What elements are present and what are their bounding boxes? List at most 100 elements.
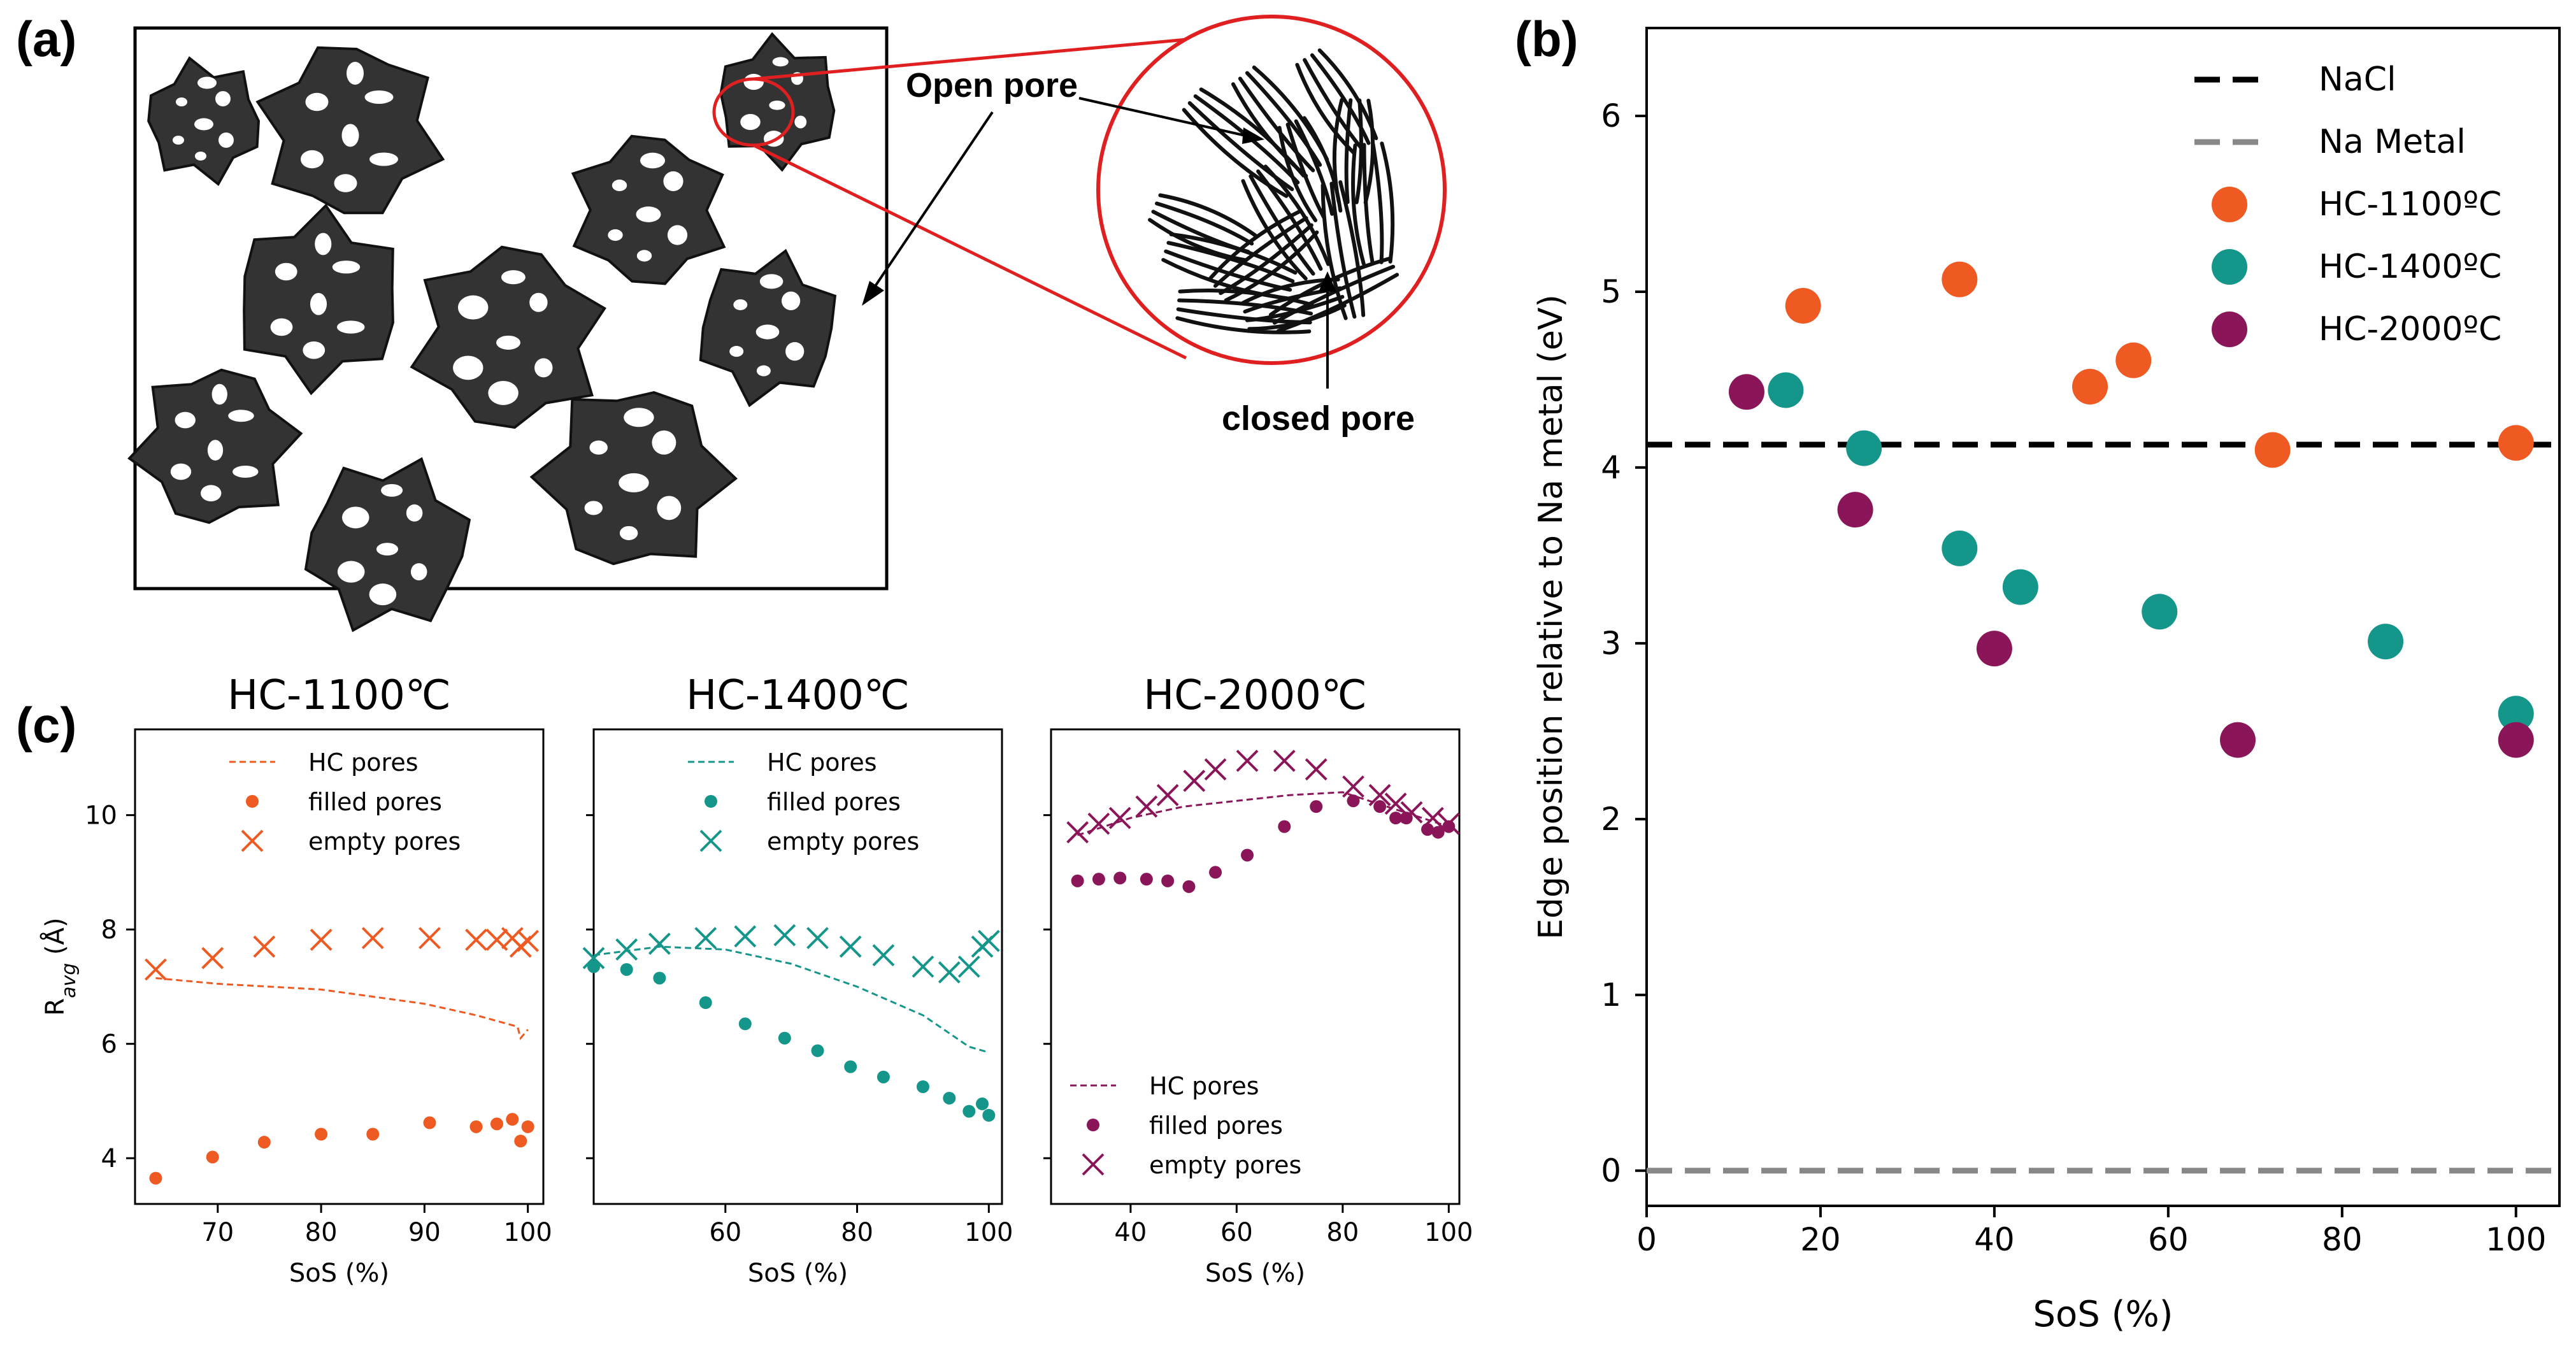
legend-marker bbox=[2212, 187, 2247, 222]
empty-pore-point bbox=[839, 935, 862, 958]
subplot-c3: HC-2000℃ 40 60 80 100 SoS (%) HC pores filled p… bbox=[1043, 672, 1473, 1288]
graphene-sheet bbox=[1155, 201, 1254, 246]
graphene-sheet bbox=[1224, 230, 1319, 303]
pore-hole bbox=[612, 179, 627, 192]
pore-hole bbox=[781, 291, 801, 310]
legend-filled-marker bbox=[1087, 1119, 1099, 1131]
filled-pore-point bbox=[975, 1097, 989, 1110]
empty-pore-point bbox=[648, 933, 671, 956]
x-axis-label: SoS (%) bbox=[289, 1259, 389, 1288]
pore-hole bbox=[275, 262, 297, 281]
graphene-sheet bbox=[1362, 143, 1375, 265]
pore-hole bbox=[381, 483, 403, 497]
open-pore-arrowhead bbox=[1242, 127, 1264, 144]
subplot-title: HC-2000℃ bbox=[1143, 672, 1367, 719]
x-tick-label: 70 bbox=[201, 1218, 234, 1247]
pore-hole bbox=[769, 100, 785, 110]
scatter-point-hc1400 bbox=[1846, 430, 1882, 466]
graphene-sheet bbox=[1169, 232, 1298, 275]
legend-label: HC pores bbox=[1149, 1072, 1259, 1100]
empty-pore-point bbox=[1108, 806, 1131, 829]
empty-pore-point bbox=[977, 929, 1000, 952]
pore-hole bbox=[173, 136, 184, 145]
legend-label: filled pores bbox=[767, 788, 901, 816]
pore-hole bbox=[619, 526, 638, 540]
pore-hole bbox=[332, 261, 361, 274]
filled-pore-point bbox=[506, 1113, 519, 1126]
pore-hole bbox=[410, 563, 427, 581]
subplot-c1: HC-1100℃ 70 80 90 100 4 6 8 10 Ravg (Å) SoS (%) HC … bbox=[39, 672, 552, 1288]
pore-hole bbox=[376, 543, 399, 556]
pore-hole bbox=[207, 440, 224, 461]
empty-pore-point bbox=[773, 924, 796, 947]
pore-hole bbox=[337, 320, 365, 334]
legend-label: filled pores bbox=[308, 788, 442, 816]
filled-pore-point bbox=[738, 1017, 752, 1031]
pore-hole bbox=[195, 152, 206, 161]
open-pore-label: Open pore bbox=[906, 66, 1078, 104]
graphene-sheet bbox=[1354, 98, 1363, 204]
pore-hole bbox=[215, 91, 231, 106]
x-tick-label: 100 bbox=[2486, 1221, 2546, 1258]
graphene-sheet bbox=[1158, 193, 1257, 238]
y-tick-label: 4 bbox=[1601, 449, 1621, 486]
open-pore-arrow-2 bbox=[871, 111, 994, 291]
legend-label: NaCl bbox=[2319, 61, 2396, 99]
y-tick-label: 1 bbox=[1601, 977, 1621, 1013]
open-pore-arrowhead-2 bbox=[862, 281, 884, 306]
pore-hole bbox=[667, 225, 688, 245]
filled-pore-point bbox=[778, 1031, 791, 1045]
empty-pore-point bbox=[1305, 758, 1327, 781]
scatter-point-hc1100 bbox=[1785, 288, 1821, 324]
pore-hole bbox=[496, 335, 520, 350]
pore-hole bbox=[310, 292, 327, 315]
filled-pore-point bbox=[1278, 820, 1291, 833]
pore-hole bbox=[488, 380, 519, 405]
panel-c-charts: (c) HC-1100℃ 70 80 90 100 4 6 8 10 Ravg (Å) SoS (%)… bbox=[16, 672, 1473, 1288]
scatter-point-hc2000 bbox=[2498, 722, 2534, 758]
filled-pore-point bbox=[916, 1080, 929, 1093]
legend-empty-marker bbox=[241, 829, 264, 852]
filled-pore-point bbox=[943, 1091, 956, 1105]
x-tick-label: 20 bbox=[1800, 1221, 1841, 1258]
hc-pores-line bbox=[155, 977, 529, 1040]
empty-pore-point bbox=[1236, 749, 1259, 772]
legend-label: empty pores bbox=[1149, 1151, 1301, 1179]
scatter-point-hc1400 bbox=[1768, 372, 1804, 408]
open-pore-arrow bbox=[1078, 97, 1249, 138]
filled-pore-point bbox=[1347, 794, 1360, 808]
pore-hole bbox=[652, 430, 676, 455]
empty-pore-point bbox=[1273, 749, 1296, 772]
y-tick-label: 5 bbox=[1601, 273, 1621, 310]
filled-pore-point bbox=[1389, 812, 1403, 825]
empty-pore-point bbox=[1400, 801, 1423, 824]
y-tick-label: 8 bbox=[101, 915, 117, 945]
pore-hole bbox=[657, 496, 682, 520]
pore-hole bbox=[529, 292, 548, 312]
filled-pore-point bbox=[1241, 848, 1254, 862]
filled-pore-point bbox=[1071, 874, 1084, 887]
empty-pore-point bbox=[1183, 770, 1206, 792]
x-axis-label: SoS (%) bbox=[1205, 1259, 1305, 1288]
empty-pore-point bbox=[201, 947, 224, 970]
filled-pore-point bbox=[1209, 866, 1222, 879]
pore-hole bbox=[640, 152, 665, 169]
empty-pore-point bbox=[310, 928, 333, 951]
scatter-point-hc1100 bbox=[1942, 261, 1978, 297]
empty-pore-point bbox=[912, 956, 934, 978]
pore-hole bbox=[228, 410, 254, 422]
empty-pore-point bbox=[806, 927, 829, 950]
filled-pore-point bbox=[1442, 820, 1456, 833]
empty-pore-point bbox=[145, 958, 167, 981]
pore-hole bbox=[315, 233, 332, 255]
x-tick-label: 60 bbox=[709, 1218, 741, 1247]
filled-pore-point bbox=[1113, 871, 1127, 885]
empty-pore-point bbox=[872, 944, 895, 966]
pore-hole bbox=[772, 57, 789, 67]
empty-pore-point bbox=[615, 938, 638, 961]
scatter-point-hc1400 bbox=[2142, 594, 2178, 630]
x-tick-label: 90 bbox=[408, 1218, 441, 1247]
empty-pore-point bbox=[1087, 812, 1110, 835]
empty-pore-point bbox=[734, 925, 757, 948]
